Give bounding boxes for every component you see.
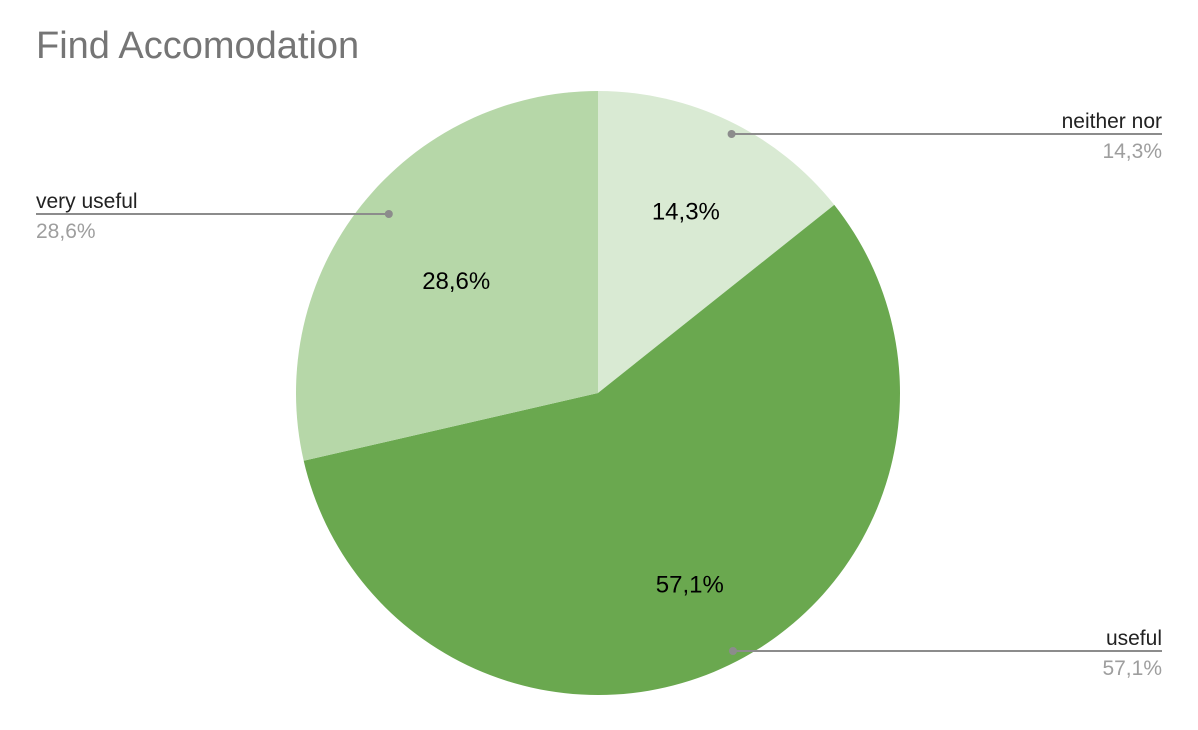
leader-dot-very-useful: [384, 210, 393, 218]
pie-slice-neither-nor: [598, 91, 835, 393]
callout-value-neither-nor: 14,3%: [1102, 140, 1162, 163]
pie-slices: [295, 91, 900, 695]
callout-value-useful: 57,1%: [1102, 657, 1162, 680]
slice-percent-neither-nor: 14,3%: [652, 199, 720, 226]
callouts: neither nor 14,3% useful 57,1% very useful 28…: [36, 110, 1162, 680]
pie-slice-useful: [303, 204, 900, 695]
leader-dot-useful: [728, 647, 737, 655]
slice-percent-useful: 57,1%: [656, 571, 724, 598]
callout-name-useful: useful: [1106, 627, 1162, 650]
leader-dot-neither-nor: [727, 130, 736, 138]
callout-name-neither-nor: neither nor: [1062, 110, 1162, 133]
slice-percent-very-useful: 28,6%: [422, 268, 490, 295]
callout-name-very-useful: very useful: [36, 190, 138, 213]
pie-slice-very-useful: [295, 91, 598, 461]
callout-value-very-useful: 28,6%: [36, 220, 96, 243]
chart-title: Find Accomodation: [36, 25, 359, 67]
slice-percent-labels: 14,3% 57,1% 28,6%: [422, 199, 724, 599]
